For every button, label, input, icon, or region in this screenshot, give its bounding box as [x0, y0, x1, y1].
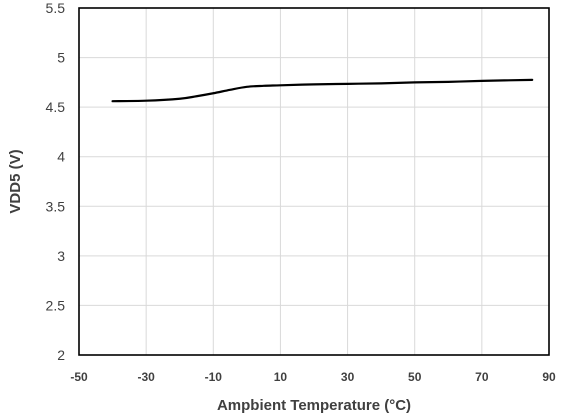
y-tick-label: 2.5	[46, 297, 66, 313]
y-tick-label: 3.5	[46, 198, 66, 214]
y-axis-title: VDD5 (V)	[7, 149, 24, 213]
series-layer	[111, 78, 534, 103]
series-line	[111, 78, 534, 103]
x-tick-label: -30	[137, 370, 155, 384]
y-tick-label: 4.5	[46, 99, 66, 115]
y-tick-label: 3	[57, 248, 65, 264]
x-tick-label: -50	[70, 370, 88, 384]
y-tick-label: 4	[57, 149, 65, 165]
plot-area-border	[78, 7, 550, 356]
x-tick-label: 70	[475, 370, 489, 384]
x-tick-label: 30	[341, 370, 355, 384]
x-tick-label: 10	[274, 370, 288, 384]
x-tick-label: -10	[205, 370, 223, 384]
y-axis-tick-labels: 2 2.5 3 3.5 4 4.5 5 5.5	[46, 0, 66, 363]
x-tick-label: 50	[408, 370, 422, 384]
y-tick-label: 5.5	[46, 0, 66, 16]
grid-lines	[78, 7, 550, 356]
y-tick-label: 5	[57, 50, 65, 66]
y-tick-label: 2	[57, 347, 65, 363]
x-axis-title: Ampbient Temperature (°C)	[217, 397, 411, 414]
x-tick-label: 90	[542, 370, 556, 384]
x-axis-tick-labels: -50 -30 -10 10 30 50 70 90	[70, 370, 556, 384]
